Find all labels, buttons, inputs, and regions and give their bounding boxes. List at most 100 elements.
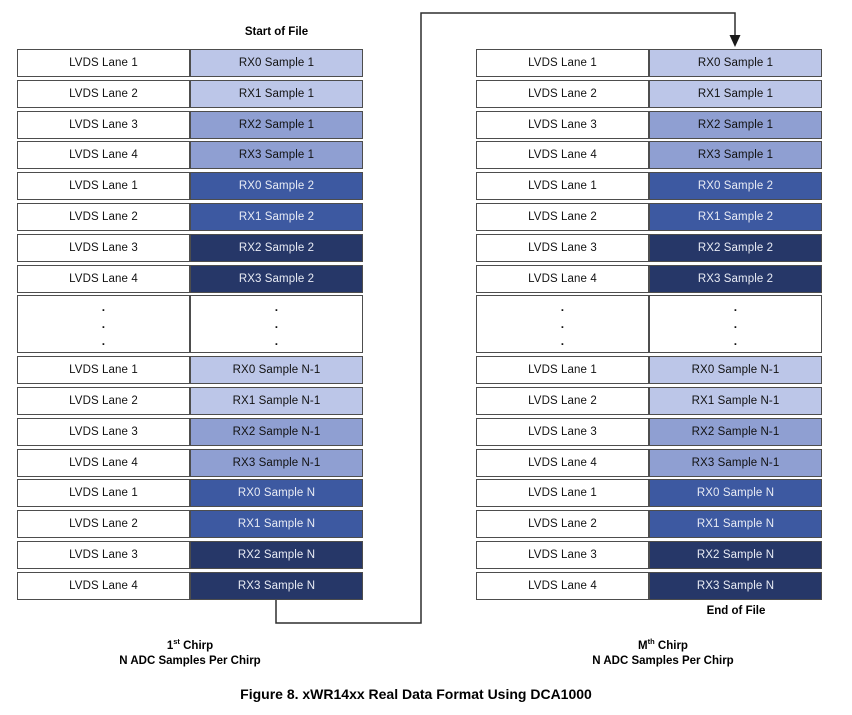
lvds-lane-cell: LVDS Lane 2 — [476, 510, 649, 539]
rx-sample-cell: RX0 Sample 2 — [190, 172, 363, 201]
end-of-file-label: End of File — [706, 605, 766, 617]
ordinal-base: M — [638, 640, 648, 652]
rx-sample-cell: RX2 Sample N-1 — [190, 417, 363, 446]
dot-glyph: . — [101, 316, 106, 331]
table-row: LVDS Lane 1 RX0 Sample 2 — [17, 172, 363, 201]
table-row: LVDS Lane 4 RX3 Sample 1 — [17, 141, 363, 170]
lvds-lane-cell: LVDS Lane 4 — [17, 264, 190, 293]
table-row: LVDS Lane 3 RX2 Sample N — [476, 540, 822, 569]
lvds-lane-cell: LVDS Lane 2 — [17, 202, 190, 231]
rx-sample-cell: RX1 Sample 2 — [190, 202, 363, 231]
ellipsis-row: ...... — [17, 295, 363, 354]
rx-sample-cell: RX0 Sample N — [190, 479, 363, 508]
lvds-lane-cell: LVDS Lane 1 — [17, 49, 190, 77]
figure-caption: Figure 8. xWR14xx Real Data Format Using… — [240, 686, 592, 702]
rx-sample-cell: RX3 Sample 1 — [190, 141, 363, 170]
start-of-file-label: Start of File — [244, 26, 309, 38]
table-row: LVDS Lane 1 RX0 Sample N — [17, 479, 363, 508]
ordinal-superscript: th — [647, 637, 655, 647]
dot-glyph: . — [101, 299, 106, 314]
table-row: LVDS Lane 2 RX1 Sample 2 — [476, 202, 822, 231]
rx-sample-cell: RX1 Sample N-1 — [649, 386, 822, 415]
table-row: LVDS Lane 3 RX2 Sample 1 — [476, 110, 822, 139]
table-row: LVDS Lane 3 RX2 Sample N — [17, 540, 363, 569]
rx-sample-cell: RX1 Sample 1 — [190, 79, 363, 108]
first-chirp-caption-line2: N ADC Samples Per Chirp — [119, 655, 261, 667]
lvds-lane-cell: LVDS Lane 2 — [17, 510, 190, 539]
rx-sample-cell: RX3 Sample N — [649, 571, 822, 600]
lvds-lane-cell: LVDS Lane 4 — [17, 448, 190, 477]
lvds-lane-cell: LVDS Lane 1 — [476, 172, 649, 201]
rx-sample-cell: RX1 Sample N — [190, 510, 363, 539]
rx-sample-cell: RX2 Sample 2 — [190, 233, 363, 262]
rx-sample-cell: RX0 Sample 1 — [649, 49, 822, 77]
dot-glyph: . — [733, 316, 738, 331]
rx-sample-cell: RX0 Sample N — [649, 479, 822, 508]
lvds-lane-cell: LVDS Lane 1 — [17, 172, 190, 201]
chirp-word: Chirp — [179, 640, 214, 652]
ellipsis-row: ...... — [476, 295, 822, 354]
rx-sample-cell: RX3 Sample N — [190, 571, 363, 600]
arrowhead-icon — [729, 35, 741, 47]
lvds-lane-cell: LVDS Lane 2 — [476, 79, 649, 108]
rx-sample-cell: RX3 Sample N-1 — [649, 448, 822, 477]
table-row: LVDS Lane 1 RX0 Sample N — [476, 479, 822, 508]
table-row: LVDS Lane 4 RX3 Sample N — [476, 571, 822, 600]
dot-glyph: . — [733, 299, 738, 314]
table-row: LVDS Lane 3 RX2 Sample N-1 — [17, 417, 363, 446]
lvds-lane-cell: LVDS Lane 2 — [476, 386, 649, 415]
rx-sample-cell: RX3 Sample 2 — [649, 264, 822, 293]
table-row: LVDS Lane 2 RX1 Sample N — [476, 510, 822, 539]
rx-sample-cell: RX0 Sample N-1 — [190, 356, 363, 385]
dot-glyph: . — [274, 333, 279, 348]
rx-sample-cell: RX2 Sample N-1 — [649, 417, 822, 446]
rx-sample-cell: RX2 Sample N — [190, 540, 363, 569]
rx-sample-cell: RX2 Sample 1 — [649, 110, 822, 139]
first-chirp-caption-line1: 1st Chirp — [17, 638, 363, 654]
lvds-lane-cell: LVDS Lane 3 — [476, 233, 649, 262]
mth-chirp-caption: Mth Chirp N ADC Samples Per Chirp — [483, 637, 843, 669]
table-row: LVDS Lane 4 RX3 Sample N — [17, 571, 363, 600]
lvds-lane-cell: LVDS Lane 1 — [476, 49, 649, 77]
lvds-lane-cell: LVDS Lane 1 — [476, 356, 649, 385]
table-row: LVDS Lane 1 RX0 Sample 1 — [17, 49, 363, 77]
table-row: LVDS Lane 3 RX2 Sample N-1 — [476, 417, 822, 446]
lvds-lane-cell: LVDS Lane 3 — [17, 540, 190, 569]
lvds-lane-cell: LVDS Lane 4 — [17, 141, 190, 170]
table-row: LVDS Lane 3 RX2 Sample 1 — [17, 110, 363, 139]
table-row: LVDS Lane 4 RX3 Sample N-1 — [17, 448, 363, 477]
lvds-lane-cell: LVDS Lane 3 — [17, 110, 190, 139]
rx-sample-cell: RX2 Sample 1 — [190, 110, 363, 139]
table-row: LVDS Lane 1 RX0 Sample 2 — [476, 172, 822, 201]
lvds-lane-cell: LVDS Lane 4 — [476, 448, 649, 477]
dot-glyph: . — [560, 316, 565, 331]
lvds-lane-cell: LVDS Lane 4 — [476, 141, 649, 170]
lvds-lane-cell: LVDS Lane 2 — [17, 386, 190, 415]
first-chirp-caption: 1st Chirp N ADC Samples Per Chirp — [17, 638, 363, 669]
table-row: LVDS Lane 4 RX3 Sample 1 — [476, 141, 822, 170]
rx-sample-cell: RX1 Sample 1 — [649, 79, 822, 108]
rx-sample-cell: RX3 Sample N-1 — [190, 448, 363, 477]
ellipsis-cell: ... — [649, 295, 822, 354]
lvds-lane-cell: LVDS Lane 3 — [17, 233, 190, 262]
table-row: LVDS Lane 2 RX1 Sample N-1 — [17, 386, 363, 415]
table-row: LVDS Lane 4 RX3 Sample 2 — [476, 264, 822, 293]
table-row: LVDS Lane 4 RX3 Sample 2 — [17, 264, 363, 293]
table-row: LVDS Lane 2 RX1 Sample 1 — [476, 79, 822, 108]
lvds-lane-cell: LVDS Lane 1 — [476, 479, 649, 508]
lvds-lane-cell: LVDS Lane 1 — [17, 479, 190, 508]
rx-sample-cell: RX3 Sample 2 — [190, 264, 363, 293]
rx-sample-cell: RX1 Sample 2 — [649, 202, 822, 231]
mth-chirp-table: LVDS Lane 1 RX0 Sample 1 LVDS Lane 2 RX1 Sa… — [476, 49, 822, 600]
table-row: LVDS Lane 3 RX2 Sample 2 — [17, 233, 363, 262]
table-row: LVDS Lane 1 RX0 Sample N-1 — [476, 356, 822, 385]
table-row: LVDS Lane 4 RX3 Sample N-1 — [476, 448, 822, 477]
mth-chirp-caption-line2: N ADC Samples Per Chirp — [592, 655, 734, 667]
rx-sample-cell: RX1 Sample N — [649, 510, 822, 539]
ordinal-base: 1 — [166, 640, 174, 652]
lvds-lane-cell: LVDS Lane 3 — [476, 110, 649, 139]
rx-sample-cell: RX0 Sample N-1 — [649, 356, 822, 385]
dot-glyph: . — [101, 333, 106, 348]
mth-chirp-caption-line1: Mth Chirp — [483, 637, 843, 654]
